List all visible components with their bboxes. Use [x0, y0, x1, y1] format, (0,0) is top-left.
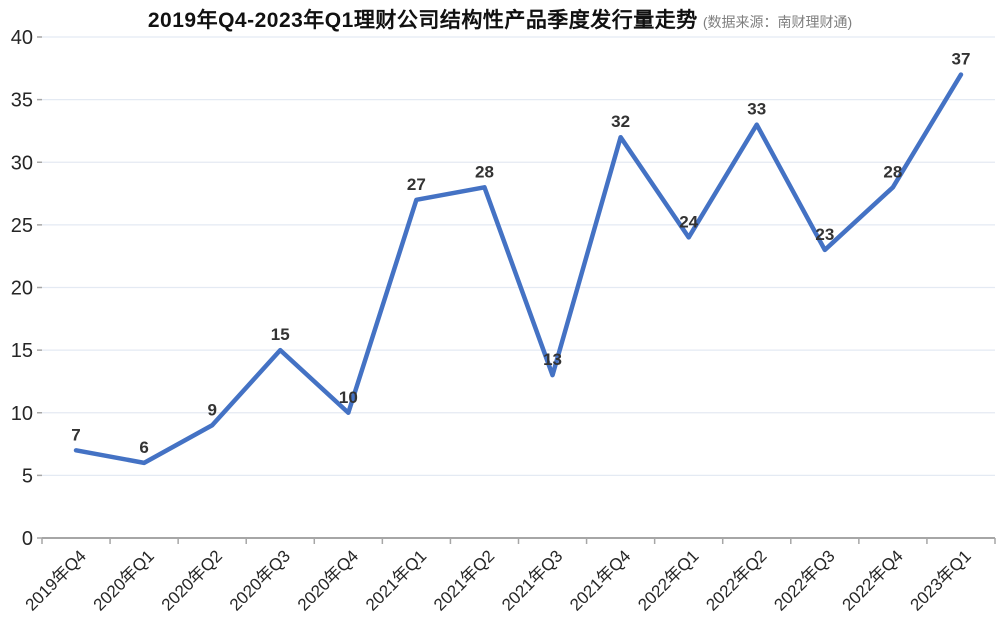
y-tick-label: 25 [11, 215, 33, 237]
x-tick-label: 2021年Q3 [498, 546, 566, 614]
data-label: 23 [815, 225, 834, 244]
series-line [73, 72, 964, 466]
x-tick-label: 2021年Q2 [430, 546, 498, 614]
chart-title: 2019年Q4-2023年Q1理财公司结构性产品季度发行量走势 [147, 9, 698, 32]
y-tick-label: 20 [11, 278, 33, 300]
data-label: 28 [883, 162, 902, 181]
x-tick-label: 2021年Q1 [362, 546, 430, 614]
x-tick-label: 2022年Q2 [702, 546, 770, 614]
x-tick-label: 2022年Q3 [770, 546, 838, 614]
data-label: 24 [679, 212, 698, 231]
data-label: 10 [339, 388, 358, 407]
chart-header: 2019年Q4-2023年Q1理财公司结构性产品季度发行量走势 (数据来源：南财… [0, 4, 1000, 34]
x-tick-label: 2022年Q4 [838, 546, 906, 614]
data-label: 33 [747, 100, 766, 119]
data-label: 37 [952, 50, 971, 69]
y-tick-label: 10 [11, 403, 33, 425]
data-label: 7 [71, 425, 80, 444]
data-label: 6 [139, 438, 148, 457]
y-tick-label: 40 [11, 27, 33, 49]
y-tick-label: 30 [11, 152, 33, 174]
y-tick-label: 15 [11, 340, 33, 362]
y-tick-label: 0 [22, 528, 33, 550]
x-tick-label: 2022年Q1 [634, 546, 702, 614]
y-tick-label: 5 [22, 465, 33, 487]
data-label: 28 [475, 162, 494, 181]
x-tick-label: 2023年Q1 [907, 546, 975, 614]
x-tick-label: 2020年Q2 [158, 546, 226, 614]
x-tick-label: 2020年Q4 [294, 546, 362, 614]
data-label: 13 [543, 350, 562, 369]
x-tick-label: 2020年Q1 [90, 546, 158, 614]
data-label: 32 [611, 112, 630, 131]
data-label: 15 [271, 325, 290, 344]
data-source-note: (数据来源：南财理财通) [702, 14, 853, 30]
data-label: 9 [207, 400, 216, 419]
y-tick-label: 35 [11, 90, 33, 112]
x-tick-label: 2020年Q3 [226, 546, 294, 614]
data-label: 27 [407, 175, 426, 194]
x-tick-label: 2019年Q4 [22, 546, 90, 614]
x-tick-label: 2021年Q4 [566, 546, 634, 614]
